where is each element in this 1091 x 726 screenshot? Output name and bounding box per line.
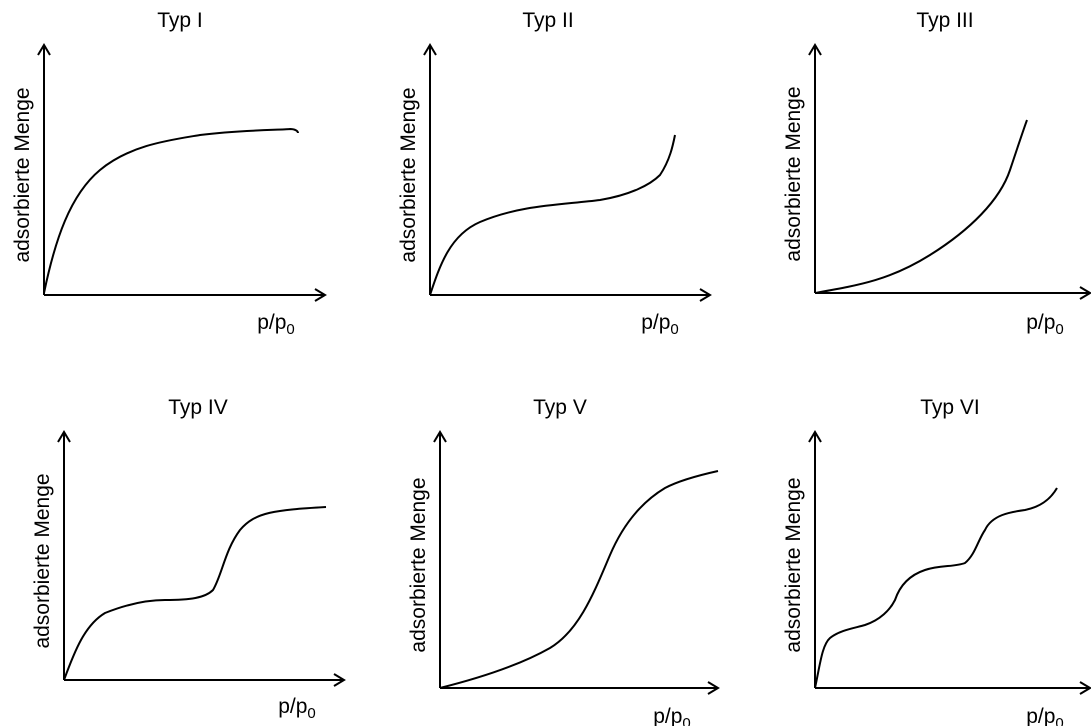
y-axis-label: adsorbierte Menge [397,87,420,262]
y-axis-label: adsorbierte Menge [782,477,805,652]
panel: Typ VI adsorbierte Menge p/p0 [782,396,1091,726]
x-axis-label-main: p/p [641,311,670,334]
panel-title: Typ IV [168,396,228,419]
x-axis-label-main: p/p [257,311,286,334]
x-axis-label: p/p0 [257,311,295,338]
x-axis [815,681,1091,695]
panel: Typ III adsorbierte Menge p/p0 [782,9,1091,338]
x-axis-label: p/p0 [641,311,679,338]
x-axis-label-subscript: 0 [670,321,678,338]
isotherm-curve [814,119,1028,294]
panel-title: Typ VI [920,396,980,419]
x-axis-label-subscript: 0 [1055,321,1063,338]
y-axis-label: adsorbierte Menge [31,473,54,648]
isotherm-curve [439,470,719,689]
x-axis-label-main: p/p [278,695,307,718]
x-axis [64,673,346,687]
panel: Typ I adsorbierte Menge p/p0 [11,9,327,338]
y-axis [37,43,51,295]
x-axis-label: p/p0 [653,705,691,726]
panel-title: Typ V [533,396,587,419]
x-axis [44,288,327,302]
x-axis-label-main: p/p [1026,311,1055,334]
panel-title: Typ I [157,9,203,32]
isotherm-curve [63,506,327,681]
x-axis-label: p/p0 [1026,705,1064,726]
y-axis [57,430,71,680]
panel-title: Typ II [522,9,573,32]
x-axis-label: p/p0 [278,695,316,722]
panel-title: Typ III [916,9,973,32]
x-axis [430,288,712,302]
y-axis [808,430,822,688]
panel: Typ II adsorbierte Menge p/p0 [397,9,712,338]
y-axis-label: adsorbierte Menge [407,477,430,652]
x-axis [440,681,720,695]
isotherm-curve [814,487,1058,689]
x-axis [815,286,1091,300]
panel: Typ V adsorbierte Menge p/p0 [407,396,720,726]
x-axis-label: p/p0 [1026,311,1064,338]
x-axis-label-subscript: 0 [307,705,315,722]
x-axis-label-main: p/p [653,705,682,726]
y-axis [808,43,822,293]
x-axis-label-subscript: 0 [1055,715,1063,726]
panel: Typ IV adsorbierte Menge p/p0 [31,396,346,722]
y-axis [423,43,437,295]
x-axis-label-subscript: 0 [682,715,690,726]
isotherm-curve [429,134,676,296]
y-axis [433,430,447,688]
y-axis-label: adsorbierte Menge [782,86,805,261]
x-axis-label-main: p/p [1026,705,1055,726]
y-axis-label: adsorbierte Menge [11,87,34,262]
x-axis-label-subscript: 0 [286,321,294,338]
isotherm-curve [43,127,299,294]
